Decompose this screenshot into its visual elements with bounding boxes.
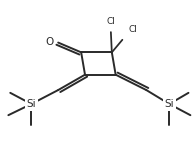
Text: Si: Si <box>164 99 174 109</box>
Text: Si: Si <box>27 99 36 109</box>
Text: O: O <box>45 37 54 47</box>
Text: Cl: Cl <box>106 17 115 26</box>
Text: Cl: Cl <box>128 25 137 34</box>
